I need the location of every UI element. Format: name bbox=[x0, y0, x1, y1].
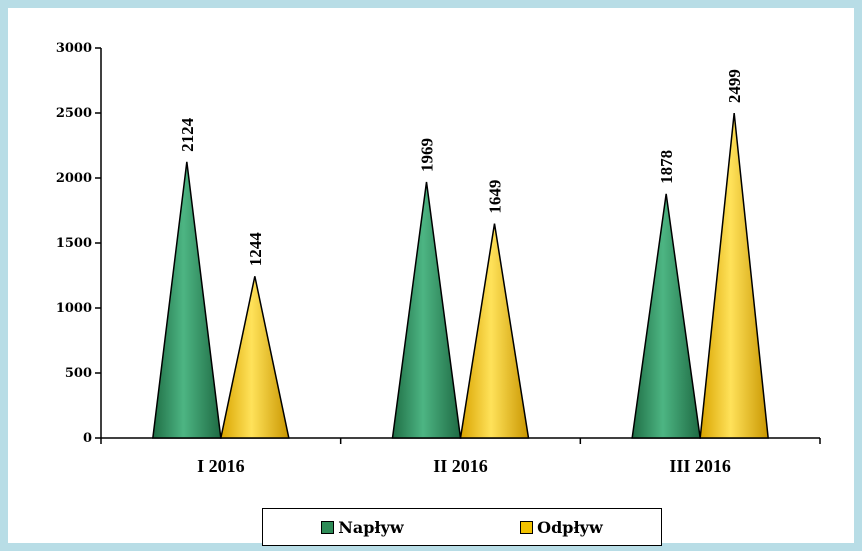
y-tick-label: 2500 bbox=[56, 106, 92, 121]
y-tick-label: 0 bbox=[83, 431, 92, 446]
cone-naplyw bbox=[631, 193, 702, 439]
y-tick-label: 500 bbox=[65, 366, 92, 381]
x-tick-label: II 2016 bbox=[433, 456, 488, 476]
axes: 0 500 1000 1500 2000 2500 3000 I 2016 II 2016 III… bbox=[56, 41, 821, 476]
chart: 0 500 1000 1500 2000 2500 3000 I 2016 II 2016 III… bbox=[56, 41, 821, 476]
data-label: 2124 bbox=[178, 117, 197, 152]
legend-label-odplyw: Odpływ bbox=[537, 517, 603, 537]
data-label: 2499 bbox=[725, 69, 744, 103]
legend-item-naplyw: Napływ bbox=[321, 517, 404, 537]
data-label: 1649 bbox=[486, 180, 505, 214]
legend-item-odplyw: Odpływ bbox=[520, 518, 603, 537]
data-label: 1244 bbox=[246, 232, 265, 266]
chart-frame: 0 500 1000 1500 2000 2500 3000 I 2016 II 2016 III… bbox=[8, 8, 854, 546]
cone-naplyw bbox=[151, 161, 222, 439]
labels: 2124 1969 1878 1244 1649 2499 bbox=[178, 69, 744, 266]
legend-swatch-odplyw bbox=[520, 520, 534, 534]
data-label: 1969 bbox=[418, 138, 437, 172]
y-tick-label: 2000 bbox=[56, 171, 92, 186]
legend: Napływ Odpływ bbox=[262, 508, 662, 546]
legend-label-naplyw: Napływ bbox=[338, 517, 404, 537]
x-tick-label: I 2016 bbox=[197, 456, 245, 476]
data-label: 1878 bbox=[657, 150, 676, 184]
legend-swatch-naplyw bbox=[321, 520, 335, 534]
marks bbox=[151, 113, 769, 439]
cone-naplyw bbox=[391, 181, 462, 439]
cone-odplyw bbox=[459, 223, 530, 439]
cone-odplyw bbox=[699, 113, 769, 439]
cone-odplyw bbox=[219, 276, 290, 439]
y-tick-label: 3000 bbox=[56, 41, 92, 56]
x-tick-label: III 2016 bbox=[669, 456, 731, 476]
y-tick-label: 1000 bbox=[56, 301, 92, 316]
y-tick-label: 1500 bbox=[56, 236, 92, 251]
